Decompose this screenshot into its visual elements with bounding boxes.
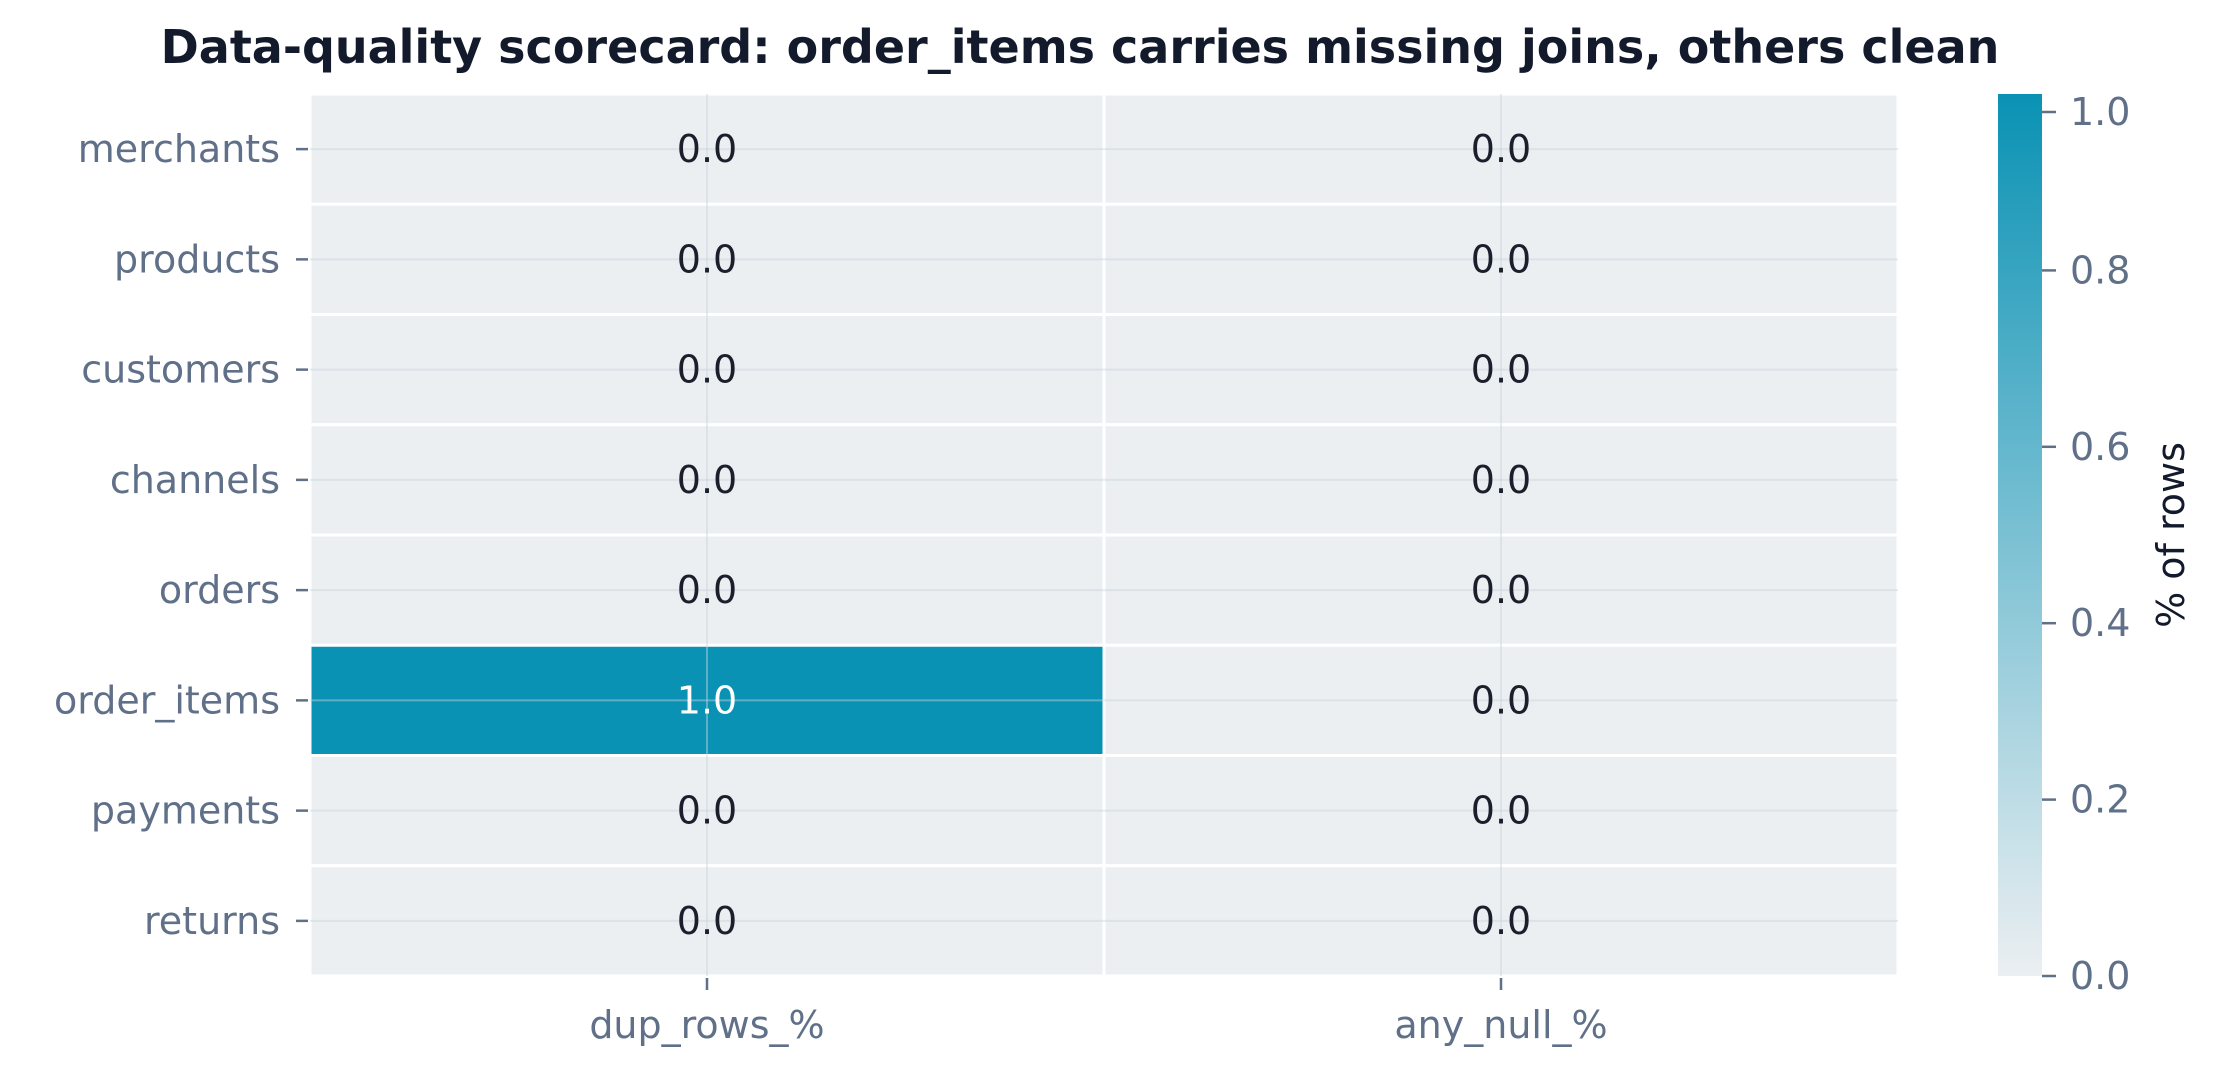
cell-value-label: 0.0 <box>1471 678 1531 722</box>
colorbar-tick-label: 0.2 <box>2070 778 2130 822</box>
heatmap-cell-merchants-any_null_% <box>1102 92 1900 206</box>
row-tick-label: products <box>114 237 280 281</box>
colorbar-tick-label: 0.0 <box>2070 954 2130 998</box>
heatmap-cell-payments-dup_rows_% <box>308 754 1106 868</box>
cell-value-label: 0.0 <box>677 568 737 612</box>
row-tick-label: orders <box>159 568 280 612</box>
cell-value-label: 0.0 <box>1471 237 1531 281</box>
cell-value-label: 0.0 <box>677 127 737 171</box>
cell-value-label: 0.0 <box>677 899 737 943</box>
cell-value-label: 0.0 <box>1471 899 1531 943</box>
heatmap-cell-orders-dup_rows_% <box>308 533 1106 647</box>
row-tick-label: merchants <box>78 127 280 171</box>
cell-value-label: 0.0 <box>1471 789 1531 833</box>
heatmap-cell-channels-any_null_% <box>1102 423 1900 537</box>
heatmap-cell-order_items-any_null_% <box>1102 643 1900 757</box>
colorbar-label: % of rows <box>2149 442 2193 628</box>
row-tick-label: channels <box>110 458 280 502</box>
row-tick-label: order_items <box>54 678 280 722</box>
col-tick-label: any_null_% <box>1394 1003 1607 1047</box>
cell-value-label: 0.0 <box>677 348 737 392</box>
row-tick-label: customers <box>81 348 280 392</box>
row-tick-label: returns <box>144 899 280 943</box>
cell-value-label: 0.0 <box>1471 348 1531 392</box>
row-tick-label: payments <box>91 789 280 833</box>
colorbar <box>1998 94 2042 976</box>
cell-value-label: 0.0 <box>677 789 737 833</box>
colorbar-tick-label: 0.8 <box>2070 248 2130 292</box>
heatmap-cell-channels-dup_rows_% <box>308 423 1106 537</box>
cell-value-label: 0.0 <box>677 458 737 502</box>
cell-value-label: 0.0 <box>1471 458 1531 502</box>
colorbar-tick-label: 0.4 <box>2070 601 2130 645</box>
heatmap-cell-merchants-dup_rows_% <box>308 92 1106 206</box>
colorbar-tick-label: 0.6 <box>2070 425 2130 469</box>
col-tick-label: dup_rows_% <box>589 1003 824 1047</box>
cell-value-label: 0.0 <box>677 237 737 281</box>
heatmap-cell-products-dup_rows_% <box>308 202 1106 316</box>
heatmap-cell-returns-dup_rows_% <box>308 864 1106 978</box>
heatmap-cell-returns-any_null_% <box>1102 864 1900 978</box>
heatmap-cell-payments-any_null_% <box>1102 754 1900 868</box>
cell-value-label: 0.0 <box>1471 568 1531 612</box>
colorbar-tick-label: 1.0 <box>2070 90 2130 134</box>
chart-title: Data-quality scorecard: order_items carr… <box>160 20 2000 74</box>
cell-value-label: 0.0 <box>1471 127 1531 171</box>
cell-value-label: 1.0 <box>677 678 737 722</box>
heatmap-cell-orders-any_null_% <box>1102 533 1900 647</box>
